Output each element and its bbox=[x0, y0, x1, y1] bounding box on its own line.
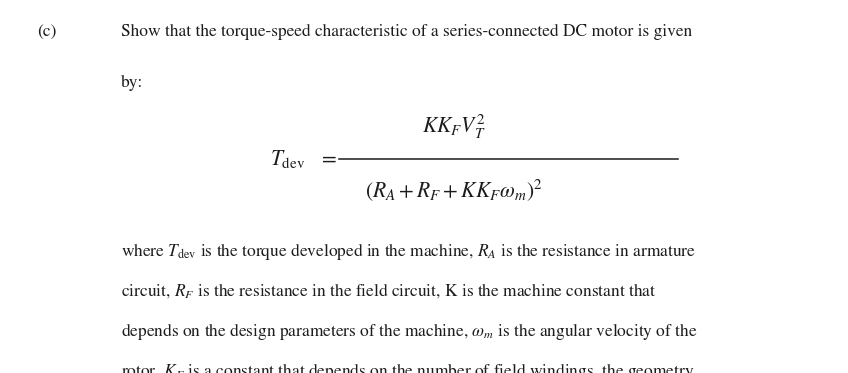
Text: $KK_F V_T^2$: $KK_F V_T^2$ bbox=[422, 113, 485, 141]
Text: circuit, $R_F$ is the resistance in the field circuit, K is the machine constant: circuit, $R_F$ is the resistance in the … bbox=[121, 281, 656, 300]
Text: Show that the torque-speed characteristic of a series-connected DC motor is give: Show that the torque-speed characteristi… bbox=[121, 24, 693, 40]
Text: by:: by: bbox=[121, 75, 143, 91]
Text: $(R_A + R_F + KK_F\omega_m)^2$: $(R_A + R_F + KK_F\omega_m)^2$ bbox=[365, 177, 543, 203]
Text: depends on the design parameters of the machine, $\omega_m$ is the angular veloc: depends on the design parameters of the … bbox=[121, 321, 698, 342]
Text: $=$: $=$ bbox=[318, 149, 337, 168]
Text: where $T_{\rm dev}$ is the torque developed in the machine, $R_A$ is the resista: where $T_{\rm dev}$ is the torque develo… bbox=[121, 241, 696, 261]
Text: $T_{\rm dev}$: $T_{\rm dev}$ bbox=[270, 148, 305, 169]
Text: (c): (c) bbox=[37, 24, 57, 40]
Text: rotor, $K_F$ is a constant that depends on the number of field windings, the geo: rotor, $K_F$ is a constant that depends … bbox=[121, 361, 695, 373]
